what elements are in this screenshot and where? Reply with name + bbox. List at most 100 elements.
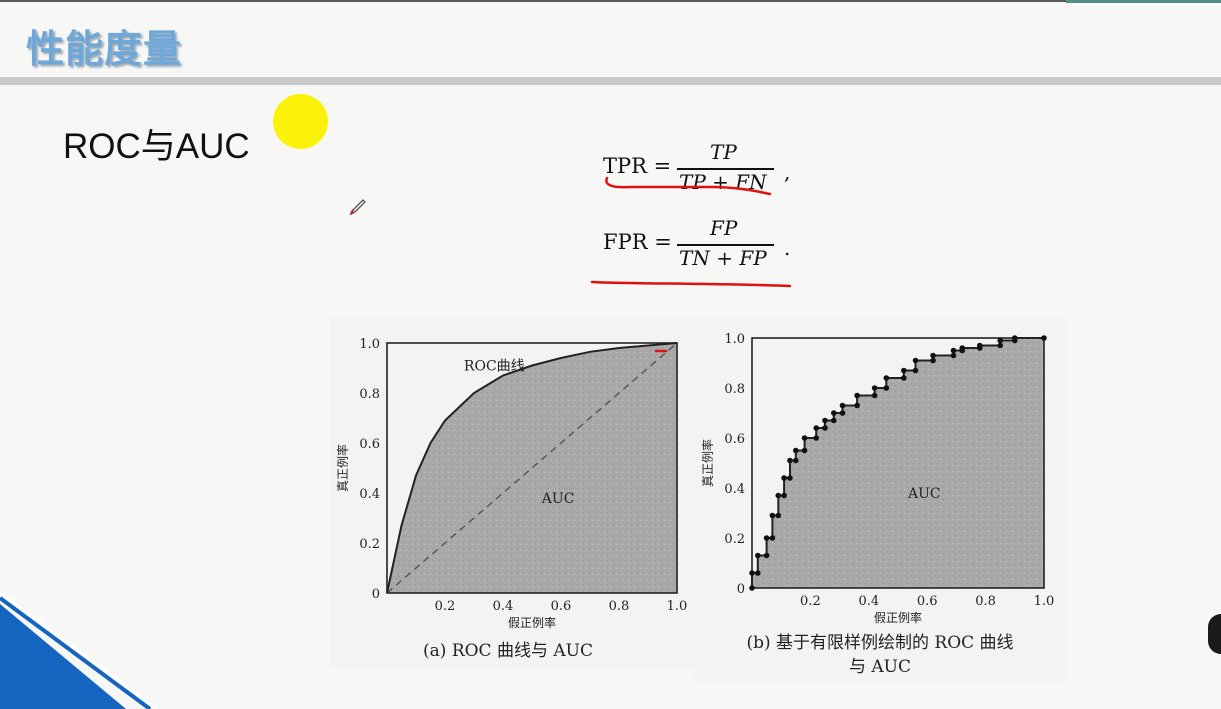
tpr-lhs: TPR = [603,154,672,178]
tpr-numerator: TP [710,140,737,164]
y-tick-label: 0.2 [724,532,745,547]
roc-point [813,425,820,431]
roc-point [813,435,820,441]
x-tick-label: 0.8 [975,594,996,609]
y-tick-label: 0.6 [359,437,380,452]
roc-point [950,347,957,354]
roc-chart-b: 0.2 0.4 0.6 0.8 1.0 0 0.2 0.4 0.6 0.8 1.0 假正例率 真正例率 A… [700,332,1055,677]
x-tick-label: 0.4 [858,594,879,609]
y-tick-label: 1.0 [724,332,745,347]
chart-annotation: AUC [541,491,575,507]
roc-point [763,535,770,541]
x-tick-label: 1.0 [1034,594,1055,609]
figure-b: 0.2 0.4 0.6 0.8 1.0 0 0.2 0.4 0.6 0.8 1.0 假正例率 真正例率 A… [695,318,1065,683]
roc-point [822,417,828,424]
chart-b-caption-line2: 与 AUC [849,657,911,677]
roc-point [830,410,837,416]
figure-a: 0.2 0.4 0.6 0.8 1.0 0 0.2 0.4 0.6 0.8 1.0 假正例率 真正例率 R… [330,318,700,668]
corner-decoration [0,591,158,709]
tpr-fraction-bar [677,168,774,170]
roc-point [883,375,890,381]
plot-frame [386,342,678,594]
slide-title: 性能度量 [26,27,183,71]
x-tick-label: 0.6 [917,594,938,609]
roc-curve [386,342,678,594]
roc-point [781,475,787,481]
fpr-denominator: TN + FP [679,246,767,270]
roc-point [787,475,793,481]
roc-point [769,535,776,541]
roc-point [871,385,878,391]
roc-point [830,417,837,424]
roc-point [901,375,907,381]
fpr-punct: . [784,236,791,260]
x-axis-label: 假正例率 [874,610,922,625]
y-tick-label: 1.0 [359,337,380,352]
roc-point [763,552,770,559]
chart-annotation: AUC [907,486,941,502]
roc-point [997,342,1003,349]
pointer-highlight [273,94,328,149]
roc-point [801,435,808,441]
y-tick-label: 0.4 [359,487,380,502]
auc-area [387,343,677,593]
roc-point [901,367,907,374]
chart-annotation: ROC曲线 [464,359,525,375]
tpr-formula: TPR = TP TP + FN , [600,140,800,200]
fpr-formula: FPR = FP TN + FP . [600,216,800,276]
roc-point [912,367,919,374]
random-guess-diagonal [386,342,678,594]
roc-point [775,492,782,499]
roc-point [781,492,787,499]
auc-area [752,338,1044,588]
y-axis-label: 真正例率 [700,439,715,487]
x-tick-label: 0.4 [493,599,514,614]
tpr-underline-annotation [605,176,772,196]
roc-point [1012,335,1018,341]
fpr-numerator: FP [710,216,738,240]
roc-point [997,337,1003,344]
roc-point [976,342,983,349]
x-tick-label: 0.2 [800,594,821,609]
roc-point [787,457,793,464]
roc-point [801,447,808,454]
roc-point [854,402,860,409]
chart-a-caption: (a) ROC 曲线与 AUC [423,641,593,661]
roc-point [930,357,936,364]
roc-point [793,447,799,454]
fpr-fraction-bar [677,244,774,246]
fpr-underline-annotation [590,280,792,288]
roc-point [749,570,755,576]
roc-point [775,512,782,519]
x-tick-label: 0.8 [609,599,630,614]
chart-b-caption: (b) 基于有限样例绘制的 ROC 曲线 [746,633,1013,653]
x-axis-label: 假正例率 [508,615,556,630]
top-border [0,0,1221,2]
y-tick-label: 0 [372,587,380,602]
roc-chart-a: 0.2 0.4 0.6 0.8 1.0 0 0.2 0.4 0.6 0.8 1.0 假正例率 真正例率 R… [335,337,688,661]
roc-point [769,512,776,519]
roc-point [822,425,828,431]
roc-point [1041,335,1047,341]
roc-point [854,392,860,399]
section-heading: ROC与AUC [63,127,250,166]
y-axis-label: 真正例率 [335,444,350,492]
y-tick-label: 0.6 [724,432,745,447]
x-tick-label: 0.2 [435,599,456,614]
roc-point [959,345,966,351]
roc-point [912,357,919,364]
roc-point [883,385,890,391]
y-tick-label: 0.4 [724,482,745,497]
title-divider [0,77,1221,85]
tpr-punct: , [784,160,791,184]
side-toggle-button[interactable] [1208,614,1221,654]
roc-point [871,392,878,399]
y-tick-label: 0.8 [724,382,745,397]
roc-point [839,410,846,416]
pen-cursor-icon [349,199,366,216]
plot-frame [751,337,1045,589]
roc-point [755,570,761,576]
x-tick-label: 1.0 [667,599,688,614]
top-accent-bar [1066,0,1221,3]
